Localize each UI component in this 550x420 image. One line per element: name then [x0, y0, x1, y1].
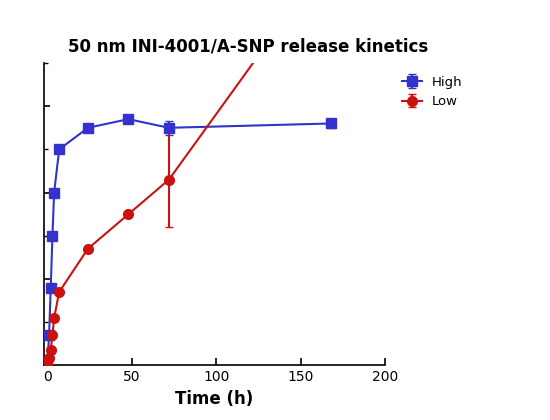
Title: 50 nm INI-4001/A-SNP release kinetics: 50 nm INI-4001/A-SNP release kinetics [68, 38, 429, 56]
X-axis label: Time (h): Time (h) [175, 390, 254, 408]
Legend: High, Low: High, Low [402, 76, 463, 108]
